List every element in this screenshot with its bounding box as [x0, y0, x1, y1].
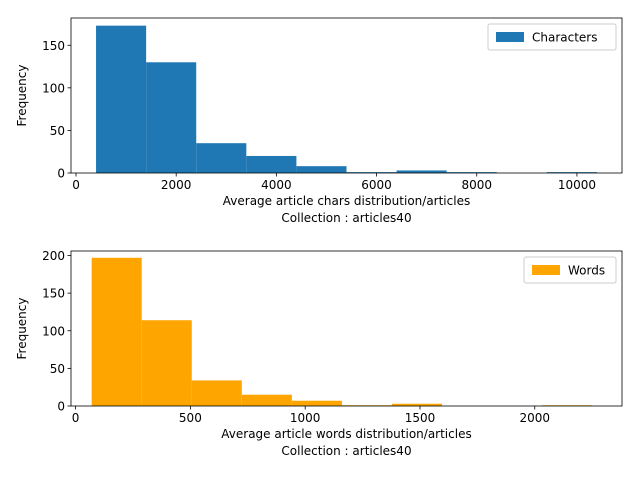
x-tick-label: 2000: [519, 411, 550, 425]
y-axis-label: Frequency: [15, 298, 29, 360]
x-tick-label: 8000: [461, 178, 492, 192]
plot-frame: [70, 17, 623, 174]
histogram-bar: [396, 170, 447, 173]
legend-swatch: [532, 265, 560, 275]
histogram-bar: [291, 400, 342, 406]
legend-box: [487, 23, 617, 51]
histogram-bar: [446, 172, 497, 173]
y-tick-label: 100: [42, 324, 65, 338]
x-tick-label: 500: [179, 411, 202, 425]
histogram-bar: [546, 172, 597, 173]
plot-frame: [70, 250, 623, 407]
y-tick-label: 200: [42, 249, 65, 263]
histogram-bar: [191, 380, 242, 406]
y-tick-label: 150: [42, 39, 65, 53]
x-tick-label: 2000: [161, 178, 192, 192]
x-tick-label: 10000: [558, 178, 596, 192]
y-tick-label: 150: [42, 287, 65, 301]
histogram-bar: [196, 143, 247, 173]
x-axis-label: Average article chars distribution/artic…: [223, 194, 470, 208]
histogram-bar: [91, 257, 142, 406]
x-tick-label: 1000: [290, 411, 321, 425]
y-tick-label: 0: [57, 400, 65, 414]
legend-label: Characters: [532, 31, 598, 45]
legend-swatch: [496, 32, 524, 42]
y-tick-label: 50: [50, 124, 65, 138]
histogram-bar: [141, 320, 192, 406]
x-tick-label: 6000: [361, 178, 392, 192]
histogram-bar: [146, 62, 197, 173]
x-tick-label: 0: [72, 178, 80, 192]
y-tick-label: 50: [50, 362, 65, 376]
x-axis-label-line2: Collection : articles40: [281, 211, 411, 225]
y-axis-label: Frequency: [15, 65, 29, 127]
histogram-bar: [246, 155, 297, 173]
y-tick-label: 100: [42, 81, 65, 95]
y-tick-label: 0: [57, 167, 65, 181]
histogram-bar: [296, 166, 347, 173]
x-tick-label: 4000: [261, 178, 292, 192]
legend-box: [523, 256, 617, 284]
chart-panel-words: 0 500 1000 1500 2000 0 50 100 150 200 Average arti…: [15, 249, 623, 458]
chart-panel-chars: 0 2000 4000 6000 8000 10000 0 50 100 150 Average a…: [15, 17, 623, 225]
x-axis-label-line2: Collection : articles40: [281, 444, 411, 458]
x-axis-label: Average article words distribution/artic…: [221, 427, 471, 441]
x-tick-label: 0: [72, 411, 80, 425]
histogram-bar: [96, 25, 147, 173]
histogram-bar: [391, 403, 443, 406]
x-tick-label: 1500: [405, 411, 436, 425]
legend-label: Words: [568, 264, 605, 278]
histogram-bar: [346, 172, 397, 173]
histogram-bar: [241, 394, 292, 406]
